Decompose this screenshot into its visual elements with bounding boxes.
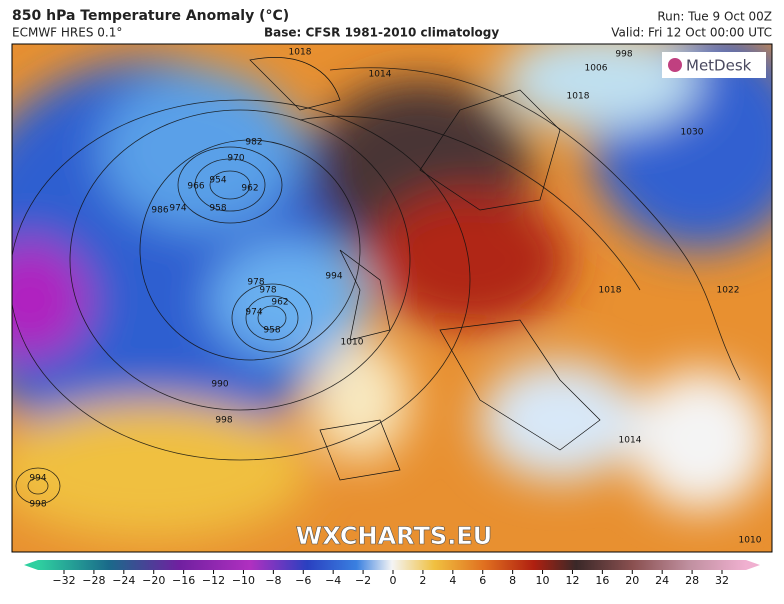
isobar-label: 1018 — [289, 48, 312, 58]
colorbar-tick-label: −4 — [325, 574, 341, 587]
isobar-label: 998 — [29, 500, 46, 510]
isobar-label: 958 — [263, 326, 280, 336]
isobar-label: 962 — [241, 184, 258, 194]
colorbar-tick-label: 0 — [390, 574, 397, 587]
colorbar-tick-label: 4 — [449, 574, 456, 587]
isobar-label: 966 — [187, 182, 204, 192]
title: 850 hPa Temperature Anomaly (°C) — [12, 8, 289, 24]
base: Base: CFSR 1981-2010 climatology — [264, 26, 499, 40]
valid: Valid: Fri 12 Oct 00:00 UTC — [611, 26, 772, 40]
map — [12, 44, 772, 552]
isobar-label: 974 — [245, 308, 262, 318]
isobar-label: 978 — [247, 278, 264, 288]
model: ECMWF HRES 0.1° — [12, 26, 122, 40]
isobar-label: 1010 — [739, 536, 762, 546]
colorbar-tick-label: 2 — [419, 574, 426, 587]
colorbar-tick-label: 6 — [479, 574, 486, 587]
colorbar-tick-label: 20 — [625, 574, 639, 587]
isobar-label: 1010 — [341, 338, 364, 348]
isobar-label: 998 — [215, 416, 232, 426]
isobar-label: 1018 — [567, 92, 590, 102]
isobar-label: 974 — [169, 204, 186, 214]
isobar-label: 978 — [259, 286, 276, 296]
logo-icon — [668, 58, 682, 72]
colorbar-tick-label: −12 — [202, 574, 225, 587]
logo: MetDesk — [686, 57, 752, 75]
colorbar-tick-label: 16 — [595, 574, 609, 587]
colorbar-tick-label: −8 — [265, 574, 281, 587]
isobar-label: 998 — [615, 50, 632, 60]
isobar-label: 994 — [325, 272, 342, 282]
isobar-label: 962 — [271, 298, 288, 308]
colorbar-tick-label: 8 — [509, 574, 516, 587]
colorbar-tick-label: 12 — [565, 574, 579, 587]
isobar-label: 1030 — [681, 128, 704, 138]
map-frame — [11, 43, 773, 553]
colorbar-tick-label: 24 — [655, 574, 669, 587]
isobar-label: 990 — [211, 380, 228, 390]
colorbar-tick-label: −28 — [82, 574, 105, 587]
colorbar-tick-label: −24 — [112, 574, 135, 587]
run: Run: Tue 9 Oct 00Z — [657, 10, 772, 24]
isobar-label: 982 — [245, 138, 262, 148]
isobar-label: 958 — [209, 204, 226, 214]
colorbar-tick-label: −16 — [172, 574, 195, 587]
colorbar-tick-label: 32 — [715, 574, 729, 587]
colorbar — [38, 560, 746, 570]
colorbar-tick-label: −10 — [232, 574, 255, 587]
isobar-label: 1014 — [369, 70, 392, 80]
colorbar-tick-label: −6 — [295, 574, 311, 587]
isobar-label: 1022 — [717, 286, 740, 296]
colorbar-tick-label: −32 — [52, 574, 75, 587]
colorbar-low-arrow — [24, 560, 38, 570]
isobar-label: 954 — [209, 176, 226, 186]
isobar-label: 1014 — [619, 436, 642, 446]
isobar-label: 1018 — [599, 286, 622, 296]
isobar-label: 994 — [29, 474, 46, 484]
watermark: WXCHARTS.EU — [296, 522, 492, 550]
colorbar-tick-label: −20 — [142, 574, 165, 587]
isobar-label: 970 — [227, 154, 244, 164]
isobar-label: 986 — [151, 206, 168, 216]
colorbar-high-arrow — [746, 560, 760, 570]
isobar-label: 1006 — [585, 64, 608, 74]
colorbar-tick-label: 28 — [685, 574, 699, 587]
colorbar-ticks: −32 −28 −24 −20 −16 −12 −10 −8 −6 −4 −2 0 2 4 6 8 10 12 16… — [52, 570, 729, 587]
colorbar-tick-label: −2 — [355, 574, 371, 587]
colorbar-tick-label: 10 — [536, 574, 550, 587]
